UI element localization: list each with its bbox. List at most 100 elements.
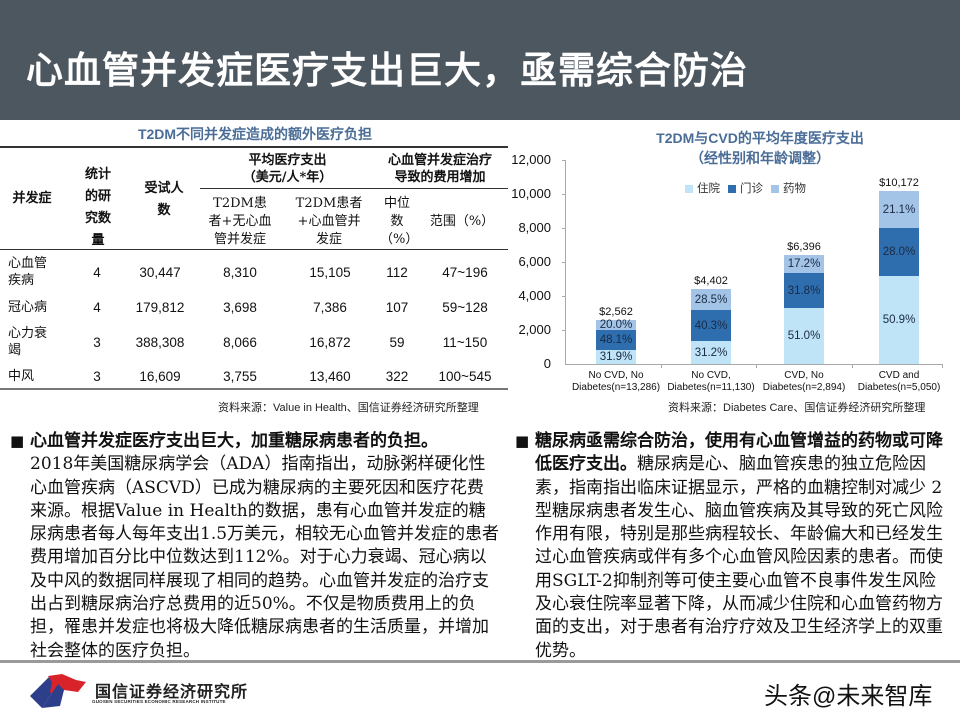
- source-prefix: 资料来源：: [218, 401, 273, 414]
- bar-segment-drugs: 21.1%: [879, 191, 919, 228]
- x-label-line: Diabetes(n=5,050): [857, 382, 941, 393]
- title-bar: 心血管并发症医疗支出巨大，亟需综合防治: [0, 0, 960, 120]
- source-suffix: 、国信证券经济研究所整理: [346, 401, 479, 414]
- source-prefix: 资料来源：: [668, 401, 723, 414]
- cell-no-cvd: 8,066: [223, 335, 257, 350]
- legend-swatch: [728, 185, 736, 193]
- x-tick-mark: [661, 364, 662, 368]
- x-tick-mark: [852, 364, 853, 368]
- right-paragraph: ■ 糖尿病亟需综合防治，使用有心血管增益的药物或可降低医疗支出。糖尿病是心、脑血…: [515, 430, 950, 663]
- header-subjects: 受试人数: [144, 181, 184, 218]
- cell-subjects: 30,447: [139, 265, 181, 280]
- y-tick-mark: [562, 262, 566, 263]
- y-tick-mark: [562, 330, 566, 331]
- bar-segment-outpatient: 28.0%: [879, 228, 919, 276]
- x-label-line: No CVD, No: [588, 370, 644, 381]
- x-category-label: No CVD, No Diabetes(n=13,286): [561, 370, 671, 394]
- bar-segment-outpatient: 48.1%: [596, 330, 636, 350]
- cell-median: 322: [385, 369, 409, 384]
- cell-range: 47~196: [442, 265, 488, 280]
- source-latin: Diabetes Care: [723, 402, 794, 414]
- legend-label: 门诊: [740, 181, 763, 195]
- header-complication: 并发症: [12, 191, 52, 206]
- bar-segment-inpatient: 50.9%: [879, 276, 919, 364]
- right-heading: 糖尿病亟需综合防治，使用有心血管增益的药物或可降低医疗支出。: [535, 431, 943, 475]
- y-tick: 10,000: [511, 186, 551, 201]
- page-title: 心血管并发症医疗支出巨大，亟需综合防治: [26, 48, 748, 92]
- cell-complication: 冠心病: [8, 300, 48, 315]
- cell-subjects: 388,308: [135, 335, 185, 350]
- chart-source-note: 资料来源：Diabetes Care、国信证券经济研究所整理: [668, 399, 925, 415]
- x-category-label: CVD, No Diabetes(n=2,894): [749, 370, 859, 394]
- bar-total-label: $6,396: [787, 241, 821, 253]
- legend-swatch: [685, 185, 693, 193]
- table-top-rule: [0, 146, 508, 148]
- chart-title-line2: （经性别和年龄调整）: [690, 150, 830, 166]
- legend-label: 住院: [697, 181, 720, 195]
- y-tick: 4,000: [518, 288, 551, 303]
- x-axis-line: [565, 364, 943, 365]
- cell-complication: 心力衰竭: [8, 326, 48, 358]
- cell-no-cvd: 8,310: [223, 265, 257, 280]
- y-tick: 12,000: [511, 152, 551, 167]
- bar-segment-inpatient: 51.0%: [784, 308, 824, 364]
- cell-with-cvd: 13,460: [309, 369, 351, 384]
- x-label-line: Diabetes(n=13,286): [571, 382, 661, 393]
- y-tick: 0: [543, 356, 551, 371]
- source-latin: Value in Health: [273, 402, 347, 414]
- chart-legend: 住院 门诊 药物: [685, 180, 806, 196]
- left-heading: 心血管并发症医疗支出巨大，加重糖尿病患者的负担。: [30, 431, 438, 451]
- bullet-icon: ■: [10, 432, 25, 450]
- x-tick-mark: [942, 364, 943, 368]
- cell-study-count: 3: [93, 335, 101, 350]
- cell-range: 100~545: [438, 369, 492, 384]
- legend-item-inpatient: 住院: [685, 180, 720, 196]
- x-label-line: Diabetes(n=2,894): [762, 382, 846, 393]
- cell-range: 59~128: [442, 300, 488, 315]
- footer-divider: [0, 660, 960, 663]
- cell-median: 112: [386, 265, 408, 280]
- chart-title: T2DM与CVD的平均年度医疗支出 （经性别和年龄调整）: [600, 128, 920, 168]
- cell-study-count: 3: [93, 369, 101, 384]
- table-head-rule: [0, 249, 508, 250]
- watermark: 头条@未来智库: [764, 683, 933, 710]
- org-name-en: GUOSEN SECURITIES ECONOMIC RESEARCH INST…: [92, 699, 226, 704]
- cell-complication: 中风: [8, 369, 35, 384]
- x-label-line: CVD and: [878, 370, 920, 381]
- table-bottom-rule: [0, 388, 508, 390]
- cell-median: 107: [385, 300, 409, 315]
- header-avg-cost-group: 平均医疗支出 （美元/人*年）: [210, 152, 365, 186]
- cell-no-cvd: 3,755: [223, 369, 257, 384]
- bar-segment-outpatient: 40.3%: [691, 310, 731, 341]
- header-increase-line2: 导致的费用增加: [394, 170, 486, 185]
- bullet-icon: ■: [515, 432, 530, 450]
- header-avg-cost-line1: 平均医疗支出: [248, 153, 327, 168]
- y-tick-mark: [562, 160, 566, 161]
- cell-range: 11~150: [442, 335, 488, 350]
- bar-segment-drugs: 28.5%: [691, 289, 731, 310]
- right-text: 糖尿病是心、脑血管疾患的独立危险因素，指南指出临床证据显示，严格的血糖控制对减少…: [535, 454, 943, 661]
- y-tick: 8,000: [518, 220, 551, 235]
- guosen-logo-icon: [30, 674, 86, 708]
- header-with-cvd: T2DM患者+心血管并发症: [295, 196, 363, 247]
- chart-title-line1: T2DM与CVD的平均年度医疗支出: [656, 130, 864, 146]
- cell-with-cvd: 15,105: [309, 265, 351, 280]
- x-category-label: CVD and Diabetes(n=5,050): [844, 370, 954, 394]
- bar-segment-drugs: 20.0%: [596, 319, 636, 331]
- cell-with-cvd: 16,872: [309, 335, 351, 350]
- left-paragraph: ■ 心血管并发症医疗支出巨大，加重糖尿病患者的负担。 2018年美国糖尿病学会（…: [10, 430, 500, 663]
- bar-segment-inpatient: 31.9%: [596, 350, 636, 364]
- legend-item-outpatient: 门诊: [728, 180, 763, 196]
- x-tick-mark: [756, 364, 757, 368]
- cell-study-count: 4: [93, 300, 101, 315]
- x-label-line: Diabetes(n=11,130): [667, 382, 755, 393]
- cell-median: 59: [389, 335, 405, 350]
- header-median: 中位数（%）: [380, 196, 419, 247]
- table-source-note: 资料来源：Value in Health、国信证券经济研究所整理: [218, 399, 479, 415]
- bar-total-label: $2,562: [599, 306, 633, 318]
- source-suffix: 、国信证券经济研究所整理: [793, 401, 926, 414]
- y-tick-mark: [562, 296, 566, 297]
- bar-total-label: $4,402: [694, 275, 728, 287]
- x-category-label: No CVD, Diabetes(n=11,130): [656, 370, 766, 394]
- cell-study-count: 4: [93, 265, 101, 280]
